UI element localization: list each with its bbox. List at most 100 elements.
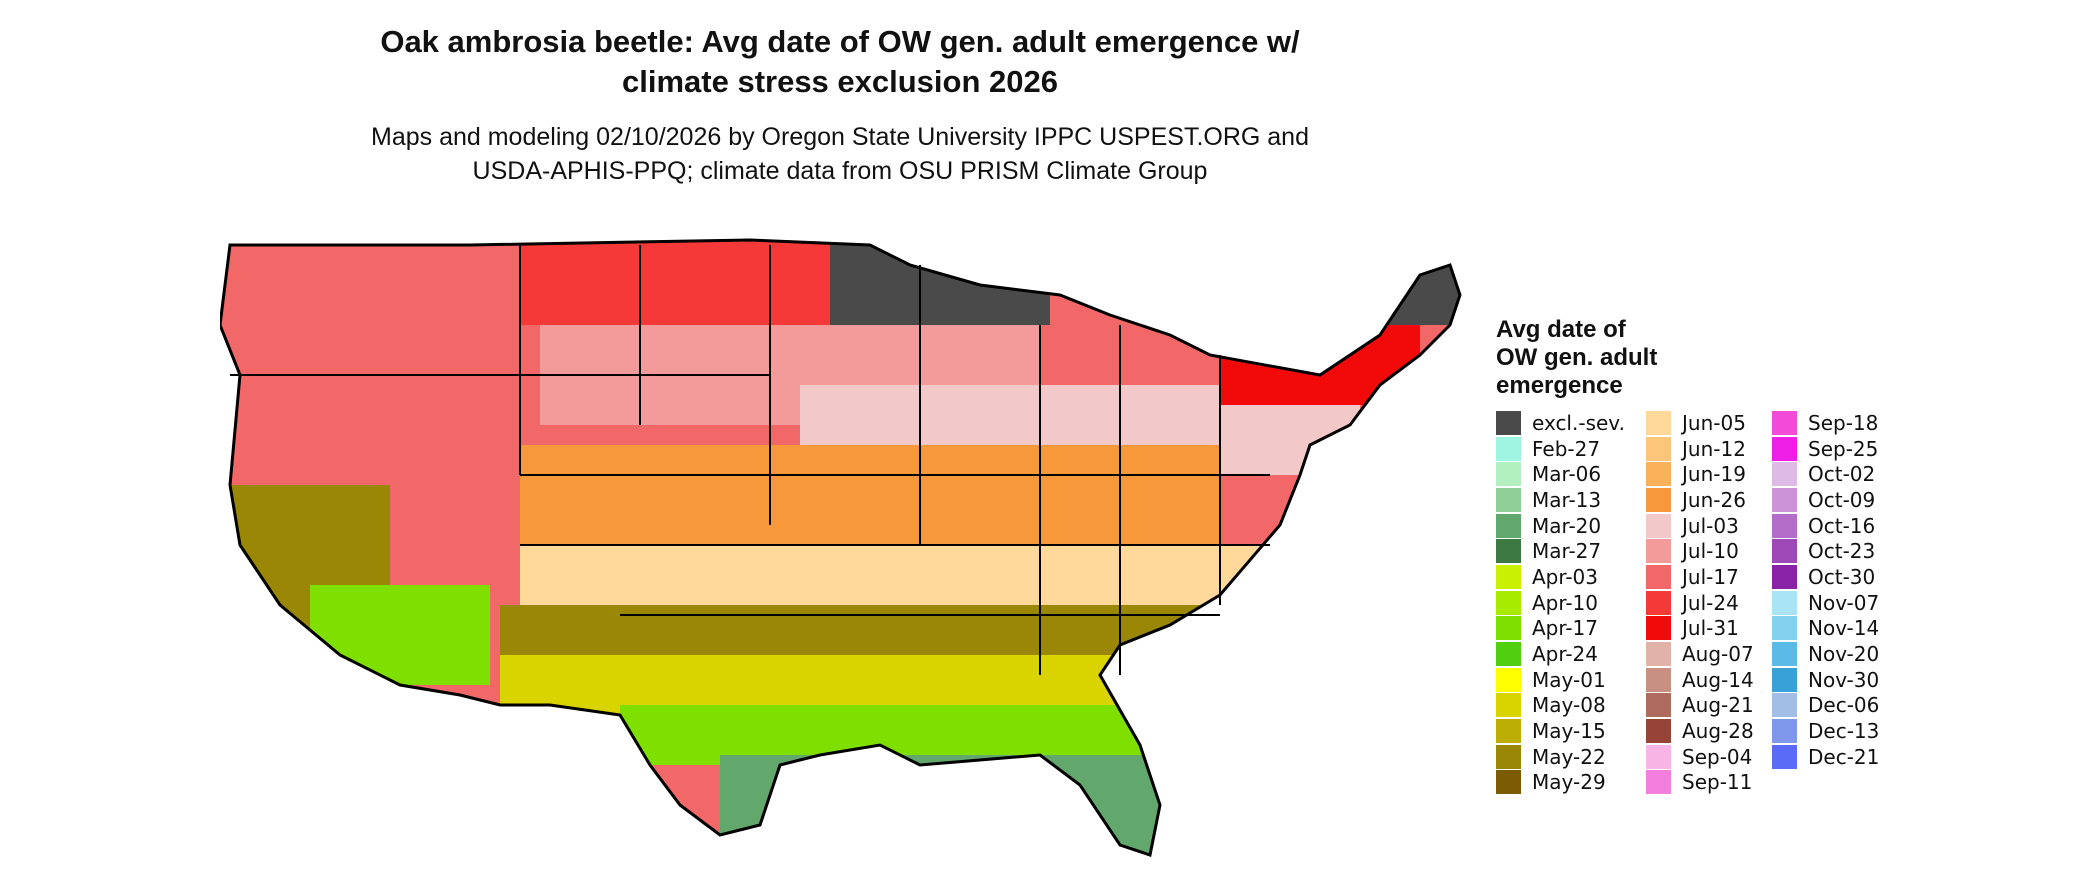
legend-label: Oct-02	[1808, 462, 1876, 487]
legend-title-line-3: emergence	[1496, 372, 1623, 399]
legend-label: Mar-13	[1532, 487, 1602, 512]
map-subtitle: Maps and modeling 02/10/2026 by Oregon S…	[240, 120, 1440, 188]
legend-label: Mar-27	[1532, 539, 1602, 564]
legend-swatch	[1496, 693, 1521, 718]
legend-item: Nov-20	[1772, 641, 1879, 667]
legend-item: Aug-28	[1646, 718, 1754, 744]
map-fill-layer	[220, 240, 1460, 855]
map-region-lower-midwest	[520, 445, 1220, 545]
legend-item: Oct-02	[1772, 461, 1879, 487]
legend-swatch	[1772, 616, 1797, 641]
legend-item: Aug-14	[1646, 667, 1754, 693]
legend-label: Apr-17	[1532, 616, 1598, 641]
legend-column-2: Jun-05 Jun-12 Jun-19 Jun-26 Jul-03 Jul-10 Jul-…	[1646, 410, 1754, 795]
legend-swatch	[1772, 436, 1797, 461]
legend-label: Sep-11	[1682, 770, 1753, 795]
legend-item: May-01	[1496, 667, 1625, 693]
legend-label: excl.-sev.	[1532, 410, 1625, 435]
legend-label: Nov-20	[1808, 642, 1880, 667]
legend-label: May-22	[1532, 744, 1606, 769]
legend-item: Nov-14	[1772, 616, 1879, 642]
legend-label: Apr-03	[1532, 564, 1598, 589]
legend-label: Nov-07	[1808, 590, 1880, 615]
legend-label: May-08	[1532, 693, 1606, 718]
legend-item: Sep-25	[1772, 436, 1879, 462]
legend-label: Feb-27	[1532, 436, 1601, 461]
legend-swatch	[1496, 642, 1521, 667]
legend-swatch	[1646, 487, 1671, 512]
legend-title-line-2: OW gen. adult	[1496, 344, 1658, 371]
legend-item: Jul-24	[1646, 590, 1754, 616]
legend-item: Aug-07	[1646, 641, 1754, 667]
legend-label: Jul-17	[1682, 564, 1739, 589]
legend-item: Apr-03	[1496, 564, 1625, 590]
legend-swatch	[1772, 410, 1797, 435]
legend-item: Apr-10	[1496, 590, 1625, 616]
legend-swatch	[1646, 410, 1671, 435]
legend-swatch	[1772, 693, 1797, 718]
legend-swatch	[1496, 410, 1521, 435]
legend-item: Dec-21	[1772, 744, 1879, 770]
legend-swatch	[1772, 719, 1797, 744]
legend-swatch	[1496, 744, 1521, 769]
legend-label: Nov-30	[1808, 667, 1880, 692]
legend-label: Sep-18	[1808, 410, 1879, 435]
legend-label: Jun-19	[1682, 462, 1746, 487]
legend-item: Mar-20	[1496, 513, 1625, 539]
legend-item: May-15	[1496, 718, 1625, 744]
legend-item: Aug-21	[1646, 693, 1754, 719]
state-boundaries	[230, 245, 1270, 675]
legend-item: Sep-18	[1772, 410, 1879, 436]
legend-swatch	[1646, 744, 1671, 769]
legend-label: Apr-24	[1532, 642, 1598, 667]
legend-swatch	[1646, 616, 1671, 641]
legend-label: Mar-06	[1532, 462, 1602, 487]
legend-swatch	[1772, 642, 1797, 667]
legend-label: Aug-07	[1682, 642, 1754, 667]
legend-swatch	[1772, 744, 1797, 769]
legend-item: excl.-sev.	[1496, 410, 1625, 436]
legend-item: Apr-17	[1496, 616, 1625, 642]
legend-label: Nov-14	[1808, 616, 1880, 641]
legend-label: Aug-14	[1682, 667, 1754, 692]
legend-label: May-29	[1532, 770, 1606, 795]
legend-swatch	[1646, 719, 1671, 744]
map-region-desert-southwest	[310, 585, 490, 685]
legend-item: Jul-17	[1646, 564, 1754, 590]
legend-swatch	[1646, 667, 1671, 692]
legend-swatch	[1496, 539, 1521, 564]
legend-label: Jun-05	[1682, 410, 1746, 435]
map-region-excluded-northeast	[1320, 245, 1460, 325]
legend-swatch	[1496, 513, 1521, 538]
legend-label: May-01	[1532, 667, 1606, 692]
legend-label: Aug-21	[1682, 693, 1754, 718]
legend-item: Mar-06	[1496, 461, 1625, 487]
legend-swatch	[1496, 667, 1521, 692]
legend-item: Mar-13	[1496, 487, 1625, 513]
legend-swatch	[1772, 487, 1797, 512]
legend-label: Jun-12	[1682, 436, 1746, 461]
legend-label: Oct-23	[1808, 539, 1876, 564]
us-outline	[220, 238, 1462, 857]
legend-title-line-1: Avg date of	[1496, 316, 1626, 343]
legend-item: Jun-26	[1646, 487, 1754, 513]
legend-swatch	[1496, 436, 1521, 461]
legend-label: Jun-26	[1682, 487, 1746, 512]
map-title-line-2: climate stress exclusion 2026	[622, 64, 1058, 99]
legend-swatch	[1646, 693, 1671, 718]
legend-item: Jul-31	[1646, 616, 1754, 642]
legend-item: Jun-12	[1646, 436, 1754, 462]
legend-swatch	[1646, 436, 1671, 461]
legend-swatch	[1772, 462, 1797, 487]
map-region-excluded-north	[830, 240, 1050, 325]
legend-label: Sep-25	[1808, 436, 1879, 461]
legend-swatch	[1772, 539, 1797, 564]
legend-label: Oct-30	[1808, 564, 1876, 589]
legend-item: Sep-04	[1646, 744, 1754, 770]
legend-swatch	[1496, 719, 1521, 744]
legend-item: Jun-19	[1646, 461, 1754, 487]
legend-swatch	[1646, 513, 1671, 538]
legend-item: Oct-30	[1772, 564, 1879, 590]
legend-item: May-08	[1496, 693, 1625, 719]
legend-swatch	[1646, 590, 1671, 615]
